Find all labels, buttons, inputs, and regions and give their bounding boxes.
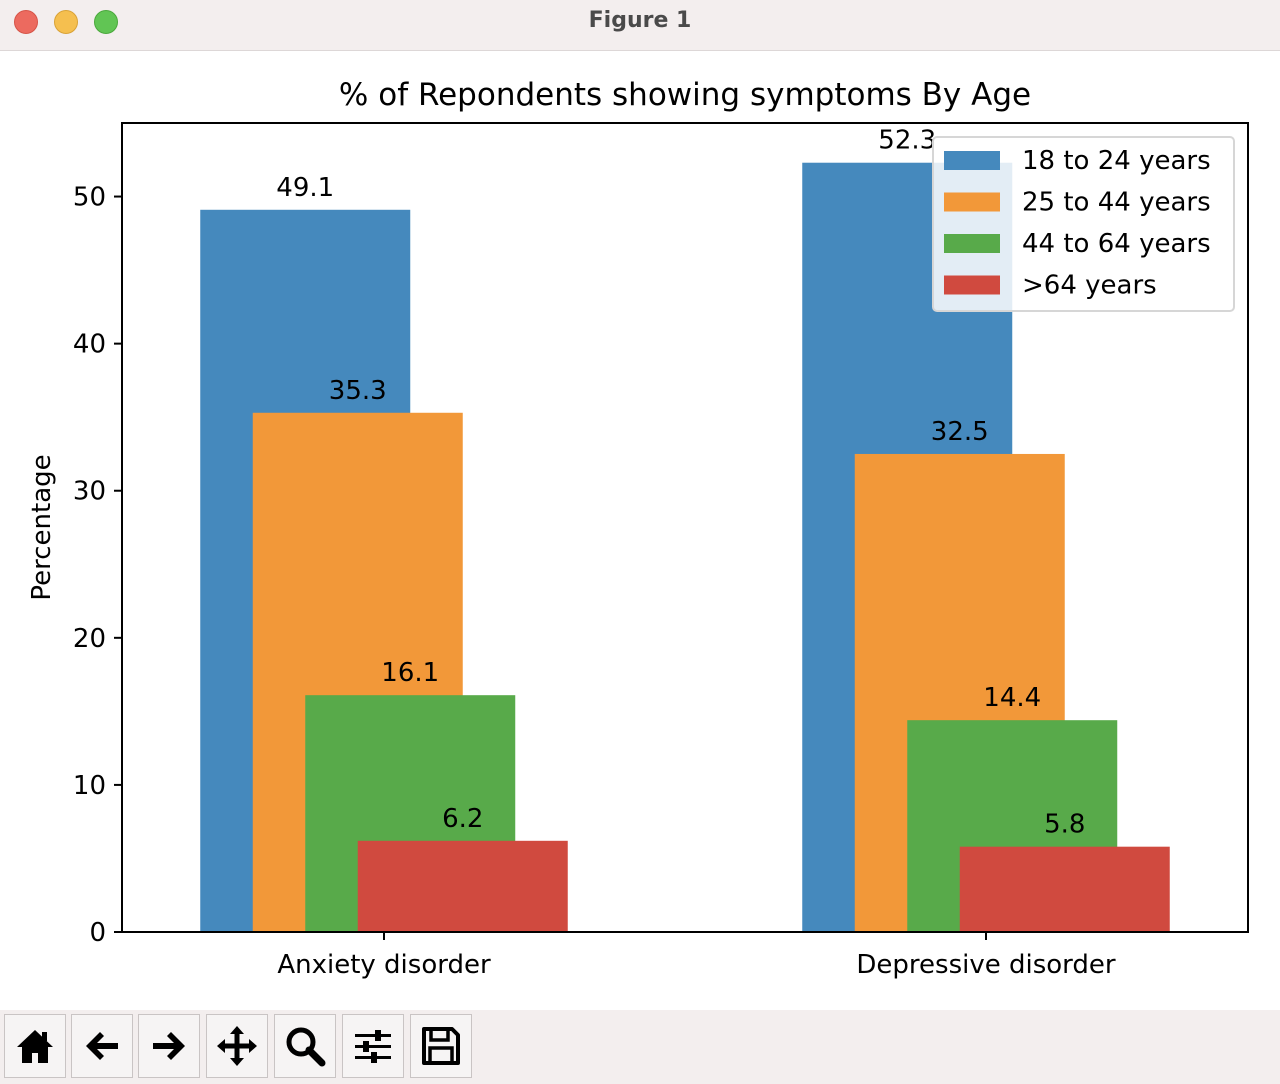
data-label: 32.5 (931, 417, 989, 447)
bar (959, 846, 1170, 932)
axes-frame (121, 122, 1249, 933)
bar (357, 840, 568, 932)
back-button[interactable] (71, 1014, 133, 1078)
bar-chart: % of Repondents showing symptoms By Age 4… (27, 77, 1249, 980)
home-button[interactable] (4, 1014, 66, 1078)
close-window-button[interactable] (14, 10, 38, 34)
y-tick-label: 40 (73, 330, 106, 360)
y-tick-label: 0 (89, 918, 106, 948)
legend-label: >64 years (1022, 271, 1157, 301)
data-label: 49.1 (276, 173, 334, 203)
forward-arrow-icon (153, 1032, 185, 1060)
x-tick-label: Anxiety disorder (277, 950, 491, 980)
legend-swatch (944, 234, 1000, 253)
navigation-toolbar (0, 1010, 1280, 1084)
legend-label: 44 to 64 years (1022, 229, 1211, 259)
legend-box (932, 136, 1235, 312)
minimize-window-button[interactable] (54, 10, 78, 34)
data-label: 14.4 (983, 683, 1041, 713)
y-tick-label: 10 (73, 771, 106, 801)
window-title: Figure 1 (588, 8, 692, 33)
back-arrow-icon (86, 1032, 118, 1060)
pan-move-icon (217, 1026, 257, 1066)
y-tick-label: 30 (73, 477, 106, 507)
forward-button[interactable] (138, 1014, 200, 1078)
zoom-button[interactable] (274, 1014, 336, 1078)
x-tick-label: Depressive disorder (856, 950, 1116, 980)
maximize-window-button[interactable] (94, 10, 118, 34)
legend-swatch (944, 151, 1000, 170)
legend-label: 25 to 44 years (1022, 188, 1211, 218)
legend-label: 18 to 24 years (1022, 146, 1211, 176)
save-button[interactable] (410, 1014, 472, 1078)
data-label: 6.2 (442, 804, 483, 834)
y-axis-label: Percentage (27, 454, 57, 600)
data-label: 35.3 (329, 376, 387, 406)
data-label: 16.1 (381, 658, 439, 688)
configure-subplots-button[interactable] (342, 1014, 404, 1078)
y-tick-label: 50 (73, 183, 106, 213)
pan-button[interactable] (206, 1014, 268, 1078)
y-tick-label: 20 (73, 624, 106, 654)
legend-swatch (944, 275, 1000, 295)
chart-title: % of Repondents showing symptoms By Age (339, 77, 1031, 113)
legend-swatch (944, 192, 1000, 212)
window-titlebar: Figure 1 (0, 0, 1280, 51)
zoom-magnifier-icon (286, 1027, 326, 1067)
data-label: 52.3 (878, 126, 936, 156)
home-icon (17, 1030, 53, 1063)
configure-subplots-icon (355, 1030, 391, 1063)
figure-canvas: % of Repondents showing symptoms By Age 4… (0, 51, 1280, 1010)
save-floppy-icon (422, 1027, 460, 1065)
data-label: 5.8 (1044, 810, 1085, 840)
